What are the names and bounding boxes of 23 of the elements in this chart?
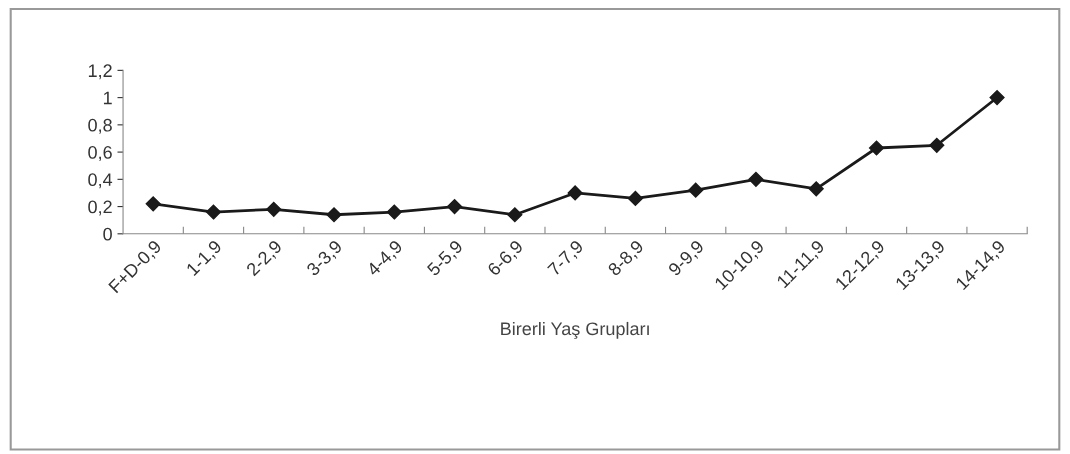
point (266, 201, 282, 217)
point (929, 137, 945, 153)
point (447, 198, 463, 215)
y-tick-label: 0,2 (88, 200, 112, 216)
y-tick-label: 0,8 (88, 118, 112, 134)
point (989, 90, 1005, 106)
point (567, 185, 583, 201)
y-tick-label: 0,4 (88, 173, 113, 189)
point (386, 204, 402, 220)
y-tick-label: 1 (103, 91, 112, 105)
y-tick-label: 1,2 (88, 64, 112, 80)
y-tick-label: 0,6 (88, 146, 112, 161)
point (507, 207, 523, 223)
point (627, 190, 643, 206)
point (688, 182, 704, 198)
x-axis-title: Birerli Yaş Grupları (501, 321, 649, 339)
point (748, 171, 764, 187)
point (868, 140, 885, 156)
point (326, 207, 342, 223)
y-tick-label: 0 (103, 227, 112, 241)
point (808, 181, 824, 197)
point (205, 204, 222, 220)
point (145, 196, 161, 212)
